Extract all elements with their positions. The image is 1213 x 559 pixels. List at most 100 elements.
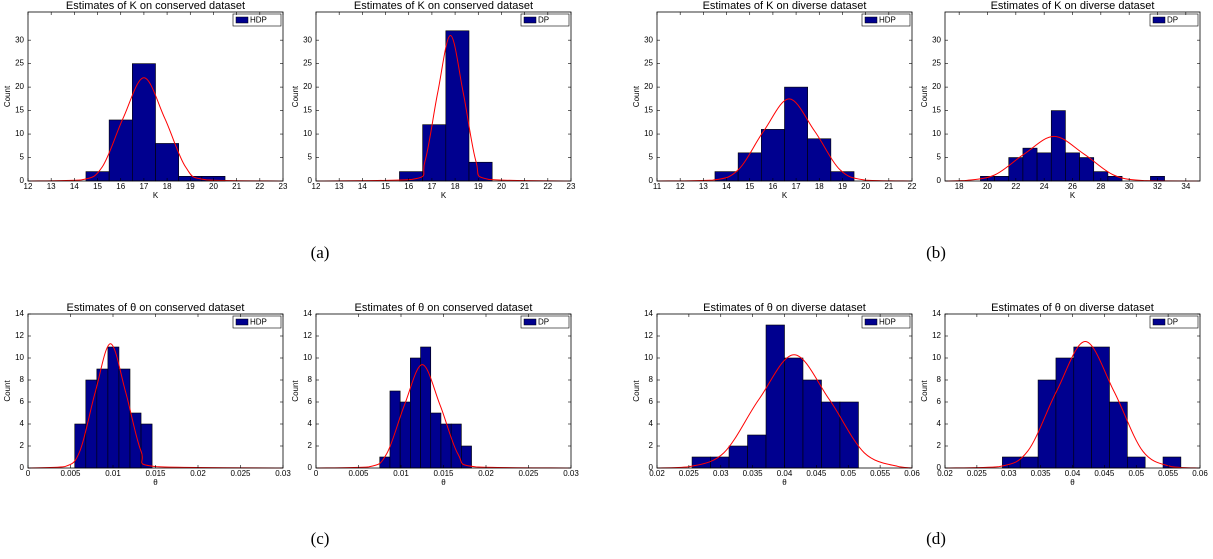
x-axis-label: K [782, 191, 788, 200]
y-tick-label: 20 [303, 82, 312, 91]
legend-label: DP [1167, 318, 1178, 327]
y-axis-label: Count [632, 380, 641, 402]
histogram-bar [765, 324, 785, 469]
y-axis-label: Count [632, 85, 641, 107]
x-tick-label: 16 [404, 182, 413, 191]
y-tick-label: 10 [932, 353, 941, 362]
y-tick-label: 10 [15, 353, 24, 362]
x-tick-label: 16 [768, 182, 777, 191]
x-tick-label: 0.045 [806, 469, 827, 478]
histogram-bar [420, 346, 432, 469]
fit-curve [27, 77, 284, 182]
y-tick-label: 25 [932, 59, 941, 68]
y-tick-label: 0 [20, 463, 25, 472]
histogram-bar [807, 138, 832, 182]
y-tick-label: 4 [649, 419, 654, 428]
x-tick-label: 16 [116, 182, 125, 191]
x-tick-label: 23 [279, 182, 288, 191]
x-axis-label: θ [1070, 478, 1075, 487]
histogram-bar [1008, 157, 1024, 182]
x-tick-label: 0.02 [937, 469, 953, 478]
x-tick-label: 0.035 [1031, 469, 1052, 478]
y-tick-label: 14 [303, 309, 312, 318]
legend-label: DP [538, 318, 549, 327]
y-tick-label: 5 [937, 153, 942, 162]
y-tick-label: 0 [308, 463, 313, 472]
histogram-bar [1037, 379, 1057, 469]
x-tick-label: 0.025 [230, 469, 251, 478]
x-tick-label: 21 [520, 182, 529, 191]
x-tick-label: 20 [209, 182, 218, 191]
x-tick-label: 0.03 [563, 469, 579, 478]
x-tick-label: 0.02 [190, 469, 206, 478]
y-tick-label: 0 [649, 176, 654, 185]
x-tick-label: 0.015 [145, 469, 166, 478]
histogram-bar [802, 379, 822, 469]
x-tick-label: 0.01 [393, 469, 409, 478]
y-axis-label: Count [291, 380, 300, 402]
x-tick-label: 21 [884, 182, 893, 191]
y-tick-label: 8 [308, 375, 313, 384]
x-tick-label: 19 [186, 182, 195, 191]
histogram-bar [129, 412, 142, 469]
axes-frame [944, 11, 1201, 182]
axes-frame [315, 11, 572, 182]
y-tick-label: 10 [303, 129, 312, 138]
x-tick-label: 0.02 [478, 469, 494, 478]
histogram-bar [728, 445, 748, 469]
x-tick-label: 0.04 [1065, 469, 1081, 478]
x-tick-label: 0.04 [777, 469, 793, 478]
histogram-bar [118, 368, 131, 469]
chart-title: Estimates of K on conserved dataset [66, 0, 245, 12]
y-tick-label: 14 [644, 309, 653, 318]
x-tick-label: 0.005 [60, 469, 81, 478]
legend-swatch [864, 16, 878, 24]
y-tick-label: 0 [308, 176, 313, 185]
histogram-bar [468, 161, 493, 182]
x-tick-label: 0.03 [1001, 469, 1017, 478]
legend-swatch [523, 16, 537, 24]
histogram-bar [1002, 456, 1021, 469]
x-tick-label: 0.03 [275, 469, 291, 478]
legend-swatch [1152, 16, 1166, 24]
axes-frame [315, 313, 572, 469]
axes-frame [944, 313, 1201, 469]
y-tick-label: 25 [303, 59, 312, 68]
y-tick-label: 25 [644, 59, 653, 68]
y-axis-label: Count [920, 85, 929, 107]
x-tick-label: 19 [838, 182, 847, 191]
x-tick-label: 22 [255, 182, 264, 191]
x-tick-label: 20 [983, 182, 992, 191]
x-tick-label: 0.03 [713, 469, 729, 478]
axes-frame [656, 313, 913, 469]
x-tick-label: 14 [70, 182, 79, 191]
fit-curve [27, 343, 284, 469]
histogram-bar [1091, 346, 1110, 469]
y-tick-label: 30 [644, 35, 653, 44]
histogram-bar [1079, 157, 1095, 182]
y-tick-label: 2 [649, 441, 654, 450]
histogram-bar [422, 124, 447, 182]
y-tick-label: 4 [937, 419, 942, 428]
y-axis-label: Count [920, 380, 929, 402]
histogram-bar [784, 86, 808, 182]
y-tick-label: 6 [20, 397, 25, 406]
y-tick-label: 20 [932, 82, 941, 91]
histogram-bar [1055, 357, 1075, 469]
x-axis-label: K [153, 191, 159, 200]
y-tick-label: 15 [15, 106, 24, 115]
histogram-bar [784, 357, 804, 469]
x-tick-label: 18 [815, 182, 824, 191]
x-tick-label: 15 [745, 182, 754, 191]
x-tick-label: 13 [47, 182, 56, 191]
x-axis-label: θ [441, 478, 446, 487]
legend-swatch [523, 318, 537, 326]
x-tick-label: 0.05 [1128, 469, 1144, 478]
y-tick-label: 14 [932, 309, 941, 318]
y-axis-label: Count [291, 85, 300, 107]
histogram-bar [140, 423, 153, 469]
histogram-bar [450, 423, 462, 469]
x-tick-label: 22 [543, 182, 552, 191]
legend-label: DP [538, 16, 549, 25]
